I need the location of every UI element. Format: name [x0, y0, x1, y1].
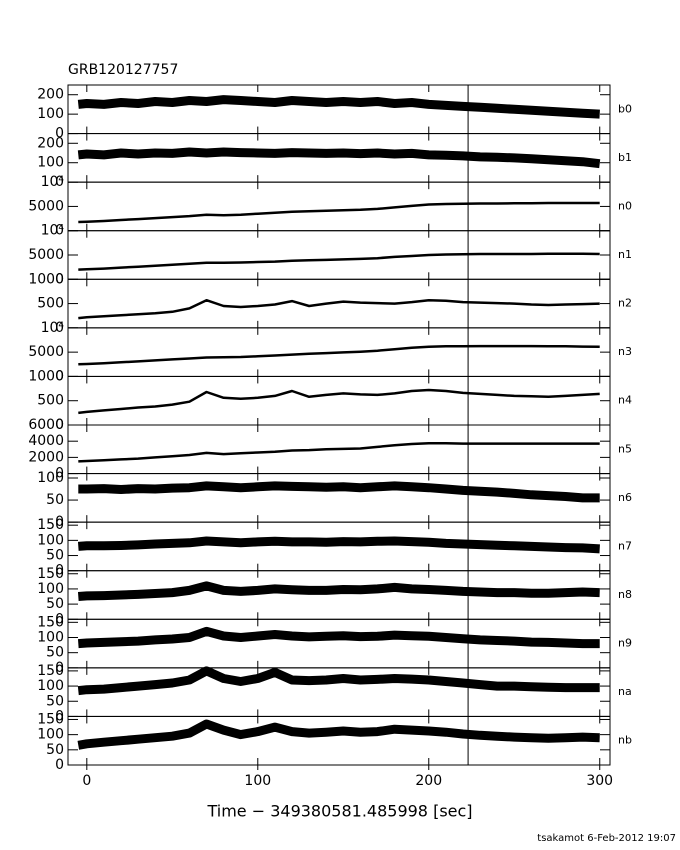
y-tick-label: 0	[55, 223, 64, 239]
y-tick-label: 0	[55, 320, 64, 336]
x-tick-label: 300	[586, 773, 613, 789]
y-tick-label: 100	[37, 106, 64, 122]
y-tick-label: 150	[37, 566, 64, 582]
panel-label: n5	[618, 442, 632, 455]
panel-label: nb	[618, 734, 632, 747]
y-tick-label: 6000	[28, 417, 64, 433]
y-tick-label: 0	[55, 514, 64, 530]
panel-label: n9	[618, 637, 632, 650]
y-tick-label: 1000	[28, 368, 64, 384]
trace	[78, 481, 600, 503]
x-tick-label: 0	[82, 773, 91, 789]
y-tick-label: 200	[37, 135, 64, 151]
y-tick-label: 50	[46, 596, 64, 612]
y-tick-label: 100	[37, 581, 64, 597]
y-tick-label: 150	[37, 663, 64, 679]
y-tick-label: 150	[37, 517, 64, 533]
x-tick-label: 200	[415, 773, 442, 789]
y-tick-label: 500	[37, 393, 64, 409]
y-tick-label: 100	[37, 155, 64, 171]
y-tick-label: 50	[46, 693, 64, 709]
y-tick-label: 0	[55, 368, 64, 384]
y-tick-label: 100	[37, 678, 64, 694]
trace	[77, 581, 600, 601]
panel-label: n7	[618, 539, 632, 552]
panel-frame	[67, 375, 611, 426]
y-tick-label: 0	[55, 126, 64, 142]
y-tick-label: 5000	[28, 198, 64, 214]
y-tick-label: 0	[55, 417, 64, 433]
y-tick-label: 200	[37, 87, 64, 103]
trace	[77, 95, 600, 119]
y-tick-label: 500	[37, 296, 64, 312]
y-tick-label: 2000	[28, 449, 64, 465]
panel-frame	[67, 181, 611, 232]
trace	[77, 536, 600, 554]
trace	[78, 298, 600, 320]
y-tick-label: 150	[37, 614, 64, 630]
y-tick-label: 0	[55, 271, 64, 287]
y-tick-label: 10⁴	[41, 174, 65, 190]
y-tick-label: 0	[55, 660, 64, 676]
y-tick-label: 150	[37, 711, 64, 727]
trace	[77, 666, 600, 696]
panel-label: n8	[618, 588, 632, 601]
y-tick-label: 4000	[28, 433, 64, 449]
panel-label: na	[618, 685, 632, 698]
trace	[77, 626, 600, 649]
y-tick-label: 1000	[28, 271, 64, 287]
y-tick-label: 0	[55, 708, 64, 724]
panel-label: b0	[618, 102, 632, 115]
trace	[78, 344, 600, 366]
y-tick-label: 100	[37, 630, 64, 646]
trace	[77, 147, 601, 169]
y-tick-label: 100	[37, 727, 64, 743]
panel-label: n6	[618, 491, 632, 504]
panel-label: n2	[618, 297, 632, 310]
trace	[77, 719, 600, 750]
y-tick-label: 10⁴	[41, 320, 65, 336]
y-tick-label: 100	[37, 532, 64, 548]
y-tick-label: 50	[46, 492, 64, 508]
x-tick-label: 100	[244, 773, 271, 789]
y-tick-label: 50	[46, 548, 64, 564]
trace	[78, 441, 600, 463]
trace	[78, 388, 600, 415]
footer: tsakamot 6-Feb-2012 19:07	[537, 833, 676, 844]
y-tick-label: 5000	[28, 344, 64, 360]
x-axis-label: Time − 349380581.485998 [sec]	[206, 802, 472, 821]
chart-title: GRB120127757	[68, 62, 178, 78]
y-tick-label: 0	[55, 174, 64, 190]
y-tick-label: 0	[55, 563, 64, 579]
panel-label: n0	[618, 199, 632, 212]
y-tick-label: 10⁴	[41, 223, 65, 239]
trace	[78, 201, 600, 224]
y-tick-label: 0	[55, 611, 64, 627]
trace	[78, 252, 600, 271]
panel-frame	[67, 715, 611, 766]
y-tick-label: 0	[55, 466, 64, 482]
y-tick-label: 50	[46, 742, 64, 758]
panel-label: n3	[618, 345, 632, 358]
panel-label: b1	[618, 151, 632, 164]
y-tick-label: 0	[55, 757, 64, 773]
y-tick-label: 5000	[28, 247, 64, 263]
panel-label: n1	[618, 248, 632, 261]
y-tick-label: 100	[37, 470, 64, 486]
y-tick-label: 50	[46, 645, 64, 661]
panel-label: n4	[618, 394, 632, 407]
